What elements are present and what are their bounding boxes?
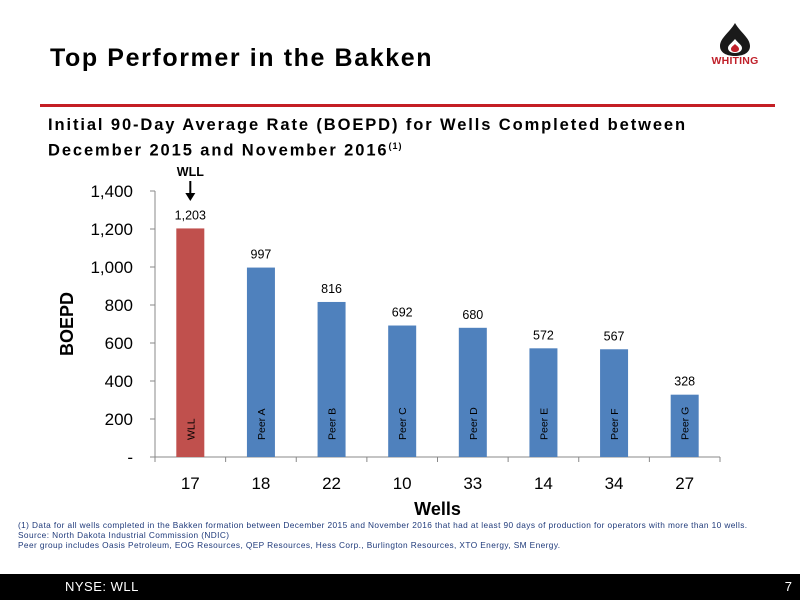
bar [600, 349, 629, 457]
bar [388, 325, 417, 457]
oil-drop-icon [720, 23, 750, 56]
y-tick-label: 1,000 [90, 258, 133, 277]
y-tick-label: 1,400 [90, 182, 133, 201]
bar [176, 228, 205, 457]
x-tick-label: 14 [534, 474, 553, 493]
bar-category-label: Peer F [609, 408, 621, 440]
footnote-1: (1) Data for all wells completed in the … [18, 520, 748, 530]
data-label: 692 [392, 306, 413, 320]
bar-category-label: Peer G [680, 407, 692, 440]
x-axis-title: Wells [414, 499, 461, 519]
subtitle-footnote-ref: (1) [388, 141, 403, 151]
bar-category-label: Peer C [397, 407, 409, 440]
whiting-logo: WHITING [700, 22, 770, 78]
bar-category-label: Peer B [327, 408, 339, 440]
footnote-peer-group: Peer group includes Oasis Petroleum, EOG… [18, 540, 561, 550]
y-axis-title: BOEPD [57, 292, 77, 356]
bar-category-label: Peer E [538, 408, 550, 440]
bar-category-label: Peer D [468, 407, 480, 440]
footnote-source: Source: North Dakota Industrial Commissi… [18, 530, 230, 540]
bar-category-label: WLL [185, 418, 197, 440]
x-tick-label: 22 [322, 474, 341, 493]
bar-chart: - 200 400 600 800 1,000 1,200 1,400 1,203 WLL 17 99… [57, 165, 721, 519]
y-tick-label: 600 [105, 334, 133, 353]
y-tick-label: 200 [105, 410, 133, 429]
data-label: 997 [251, 248, 272, 262]
bar [317, 301, 346, 457]
page-number: 7 [784, 579, 792, 594]
bar-category-label: Peer A [256, 408, 268, 440]
chart-subtitle: Initial 90-Day Average Rate (BOEPD) for … [48, 115, 768, 162]
footer-bar: NYSE: WLL 7 [0, 574, 800, 600]
y-tick-label: - [127, 448, 133, 467]
subtitle-text: Initial 90-Day Average Rate (BOEPD) for … [48, 116, 687, 160]
x-tick-label: 27 [675, 474, 694, 493]
bar [458, 327, 487, 457]
y-tick-label: 1,200 [90, 220, 133, 239]
ticker-label: NYSE: WLL [65, 579, 139, 594]
data-label: 816 [321, 282, 342, 296]
y-tick-label: 400 [105, 372, 133, 391]
bar [670, 394, 699, 457]
title-divider [40, 104, 775, 107]
x-tick-label: 33 [463, 474, 482, 493]
data-label: 572 [533, 328, 554, 342]
y-tick-label: 800 [105, 296, 133, 315]
bar [246, 267, 275, 457]
data-label: 567 [604, 329, 625, 343]
x-tick-label: 10 [393, 474, 412, 493]
x-tick-label: 17 [181, 474, 200, 493]
footnotes: (1) Data for all wells completed in the … [18, 520, 788, 550]
data-label: 680 [462, 308, 483, 322]
callout-arrow-head [185, 193, 196, 201]
slide-title: Top Performer in the Bakken [50, 44, 434, 72]
data-label: 1,203 [175, 208, 206, 222]
bar [529, 348, 558, 457]
x-tick-label: 34 [605, 474, 624, 493]
data-label: 328 [674, 375, 695, 389]
x-tick-label: 18 [251, 474, 270, 493]
callout-label: WLL [177, 165, 204, 179]
logo-wordmark: WHITING [711, 55, 759, 67]
